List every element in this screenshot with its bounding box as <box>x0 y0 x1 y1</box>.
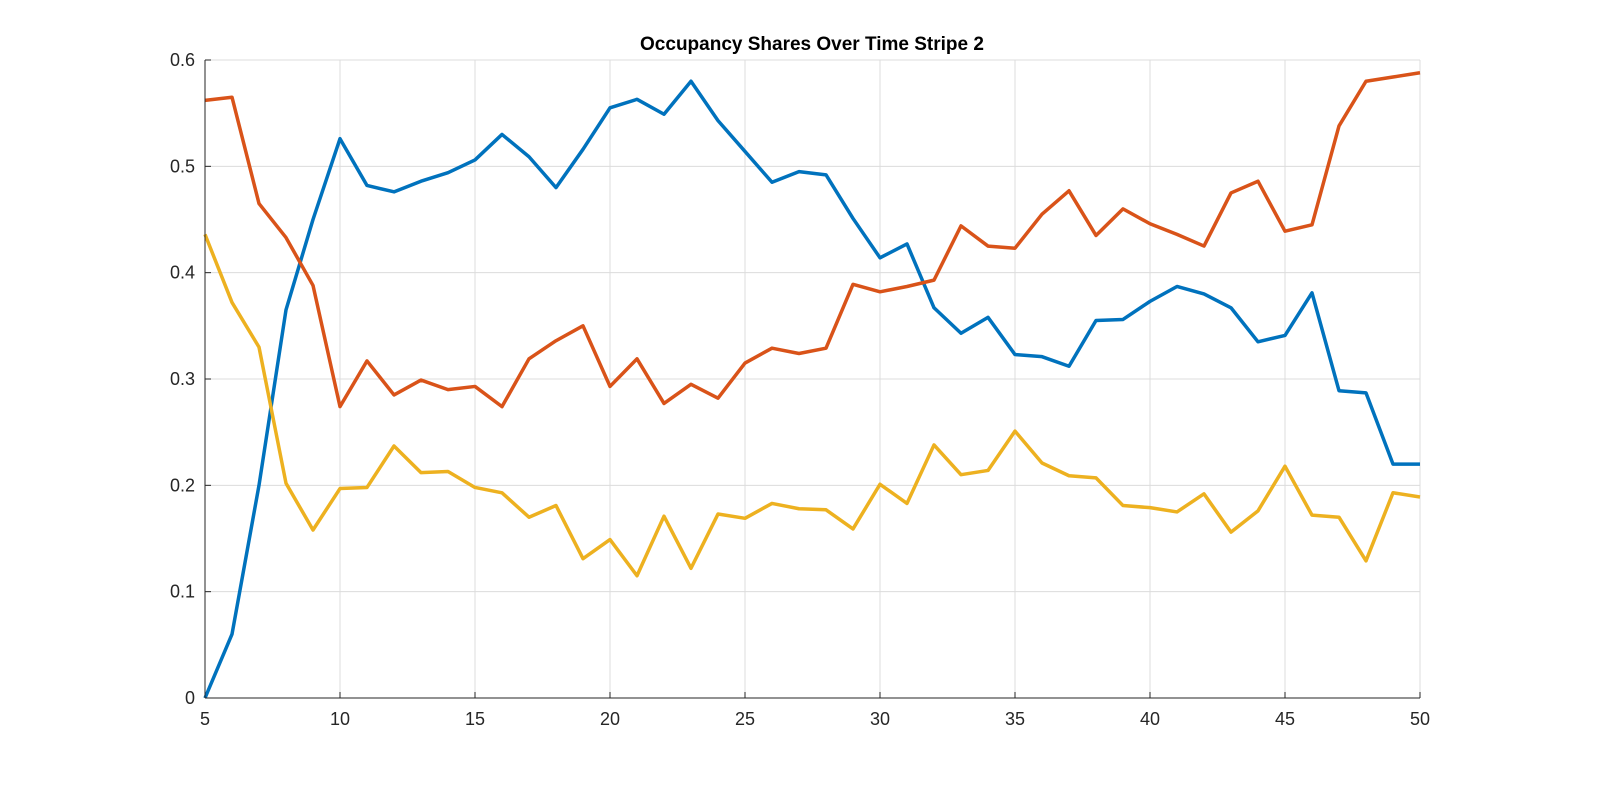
y-tick-label: 0.6 <box>170 50 195 70</box>
x-tick-label: 40 <box>1140 709 1160 729</box>
y-tick-label: 0.3 <box>170 369 195 389</box>
chart-title: Occupancy Shares Over Time Stripe 2 <box>640 34 984 55</box>
series-line-1 <box>203 79 1420 699</box>
axes <box>204 59 1421 699</box>
x-tick-label: 5 <box>200 709 210 729</box>
x-tick-label: 10 <box>330 709 350 729</box>
y-tick-label: 0.1 <box>170 582 195 602</box>
x-tick-label: 50 <box>1410 709 1430 729</box>
x-tick-label: 35 <box>1005 709 1025 729</box>
data-series <box>203 71 1421 699</box>
x-tick-label: 30 <box>870 709 890 729</box>
x-tick-label: 20 <box>600 709 620 729</box>
y-tick-label: 0 <box>185 688 195 708</box>
y-tick-label: 0.2 <box>170 475 195 495</box>
x-tick-label: 45 <box>1275 709 1295 729</box>
series-line-3 <box>203 233 1421 578</box>
series-line-2 <box>204 71 1421 409</box>
y-tick-label: 0.4 <box>170 263 195 283</box>
x-tick-label: 25 <box>735 709 755 729</box>
tick-labels: 5 10 15 20 25 30 35 40 45 50 0 0.1 0.2 0.3 0.4 0.5 0.6 <box>170 50 1430 729</box>
x-tick-label: 15 <box>465 709 485 729</box>
y-tick-label: 0.5 <box>170 156 195 176</box>
